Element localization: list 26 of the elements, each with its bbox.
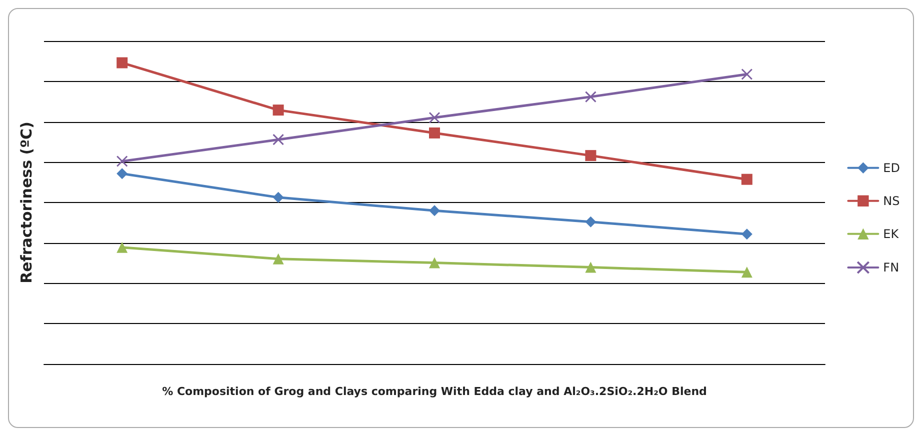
point	[741, 68, 753, 80]
point	[116, 168, 128, 180]
point	[272, 253, 284, 264]
legend-label: FN	[883, 260, 900, 274]
point	[429, 205, 440, 216]
point	[428, 112, 440, 124]
legend-label: EK	[883, 226, 900, 241]
x-axis-title: % Composition of Grog and Clays comparing With Edda clay and Al₂O₃.2SiO₂.2H₂O Blend	[162, 385, 707, 398]
legend-label: ED	[883, 160, 900, 175]
point	[116, 156, 128, 168]
point	[741, 174, 752, 185]
point	[272, 104, 284, 116]
point	[585, 150, 596, 162]
legend-label: NS	[883, 194, 900, 208]
point	[741, 228, 752, 240]
point	[741, 266, 752, 278]
point	[116, 242, 128, 253]
point	[584, 91, 596, 103]
point	[585, 262, 596, 273]
point	[272, 134, 284, 146]
point	[272, 192, 284, 203]
point	[585, 216, 596, 228]
point	[116, 57, 128, 68]
point	[429, 257, 440, 268]
y-axis-title: Refractoriness (ºC)	[18, 122, 36, 284]
point	[429, 127, 440, 138]
